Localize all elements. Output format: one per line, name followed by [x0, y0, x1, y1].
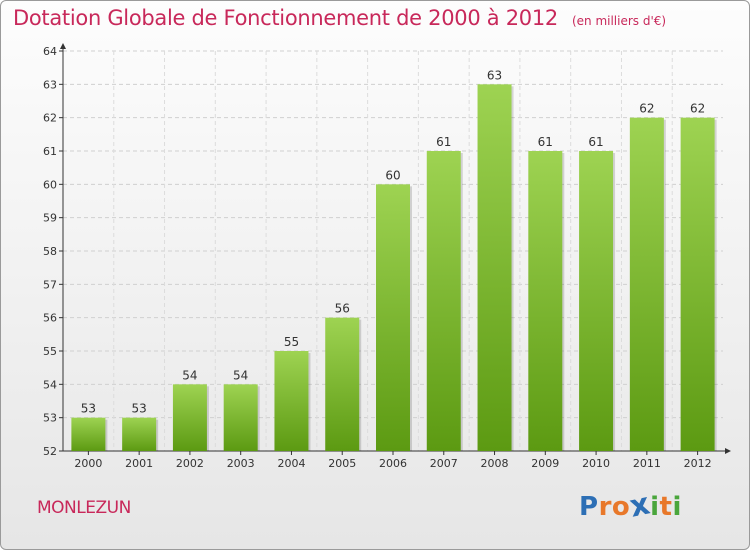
bar-value-label: 62: [639, 102, 654, 116]
x-tick-label: 2007: [430, 457, 458, 470]
bar-value-label: 54: [233, 368, 248, 382]
logo-letter: i: [672, 492, 682, 522]
bar-value-label: 61: [436, 135, 451, 149]
logo-letter: r: [598, 492, 612, 522]
bar-value-label: 61: [588, 135, 603, 149]
x-tick-label: 2004: [277, 457, 305, 470]
x-tick-label: 2011: [633, 457, 661, 470]
logo-letter: P: [579, 492, 599, 522]
y-tick-label: 56: [43, 312, 57, 325]
title-unit: (en milliers d'€): [571, 14, 667, 28]
x-axis-arrow: [725, 448, 731, 454]
bar: [274, 351, 309, 451]
bar: [579, 151, 614, 451]
bar-value-label: 55: [284, 335, 299, 349]
bar-value-label: 54: [182, 368, 197, 382]
bar: [376, 184, 410, 452]
y-tick-label: 57: [43, 278, 57, 291]
y-tick-label: 63: [43, 78, 57, 91]
y-tick-label: 61: [43, 145, 57, 158]
x-tick-label: 2005: [328, 457, 356, 470]
logo-letter: i: [650, 492, 660, 522]
bar: [629, 117, 664, 452]
bar: [223, 384, 258, 451]
proxiti-logo: Proxiti: [579, 486, 682, 524]
y-tick-label: 58: [43, 245, 57, 258]
y-tick-label: 54: [43, 378, 57, 391]
bars: [71, 84, 717, 452]
x-tick-label: 2001: [125, 457, 153, 470]
logo-letter: t: [659, 492, 673, 522]
x-tick-label: 2010: [582, 457, 610, 470]
y-tick-label: 59: [43, 212, 57, 225]
y-tick-label: 64: [43, 45, 57, 58]
x-tick-label: 2008: [481, 457, 509, 470]
y-tick-label: 60: [43, 178, 57, 191]
bar-value-label: 53: [132, 402, 147, 416]
y-tick-label: 52: [43, 445, 57, 458]
bar-value-label: 60: [385, 168, 400, 182]
logo-letter: o: [611, 492, 631, 522]
bar: [477, 84, 512, 451]
bar: [172, 384, 207, 451]
y-tick-label: 53: [43, 412, 57, 425]
x-tick-label: 2006: [379, 457, 407, 470]
x-tick-label: 2003: [227, 457, 255, 470]
bar: [528, 151, 563, 451]
bar: [325, 317, 360, 451]
y-axis-arrow: [60, 43, 66, 49]
bar: [680, 117, 715, 452]
y-tick-label: 62: [43, 112, 57, 125]
bar-value-label: 53: [81, 402, 96, 416]
chart-title: Dotation Globale de Fonctionnement de 20…: [13, 6, 666, 30]
bar-value-label: 62: [690, 102, 705, 116]
x-tick-label: 2009: [531, 457, 559, 470]
labels: 52 53 54 55 56 57 58 59 60 61 62 63 64 53 2000 53 2001 54…: [43, 45, 712, 470]
y-tick-label: 55: [43, 345, 57, 358]
x-tick-label: 2012: [684, 457, 712, 470]
bar-value-label: 61: [538, 135, 553, 149]
bar: [426, 151, 461, 451]
x-tick-label: 2000: [74, 457, 102, 470]
x-tick-label: 2002: [176, 457, 204, 470]
bar: [122, 417, 157, 451]
bar-value-label: 63: [487, 68, 502, 82]
title-text: Dotation Globale de Fonctionnement de 20…: [13, 6, 558, 30]
bar-value-label: 56: [335, 302, 350, 316]
commune-name: MONLEZUN: [37, 498, 131, 518]
bar: [71, 417, 106, 451]
